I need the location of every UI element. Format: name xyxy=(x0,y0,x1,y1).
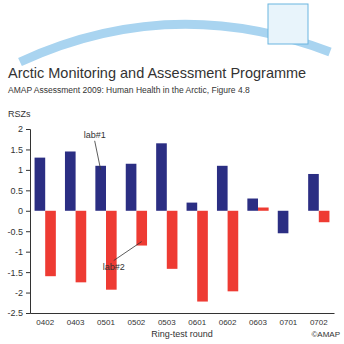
x-tick-label: 0502 xyxy=(128,318,146,327)
y-tick: 0 xyxy=(18,206,30,216)
bar xyxy=(65,151,76,210)
bar xyxy=(95,166,106,211)
y-tick: -1 xyxy=(15,247,30,257)
series-label: lab#1 xyxy=(84,130,106,140)
bar xyxy=(156,143,167,210)
y-tick: 1.5 xyxy=(10,145,30,155)
y-tick-label: 0.5 xyxy=(10,186,23,196)
bar xyxy=(126,164,137,211)
bar xyxy=(319,211,330,222)
x-tick-label: 0602 xyxy=(219,318,237,327)
x-tick: 0503 xyxy=(158,313,176,327)
y-tick-mark xyxy=(26,211,30,212)
x-axis-line xyxy=(31,313,335,314)
bar xyxy=(106,211,117,290)
x-tick-label: 0603 xyxy=(249,318,267,327)
y-tick-label: 1.5 xyxy=(10,145,23,155)
bar xyxy=(217,166,228,211)
bar xyxy=(167,211,178,269)
y-tick-mark xyxy=(26,231,30,232)
x-tick: 0701 xyxy=(280,313,298,327)
y-tick: -0.5 xyxy=(7,227,30,237)
x-tick: 0402 xyxy=(36,313,54,327)
bar xyxy=(76,211,87,283)
bar xyxy=(187,203,198,211)
x-tick-label: 0702 xyxy=(310,318,328,327)
bar xyxy=(35,158,46,211)
bar xyxy=(308,174,319,211)
y-axis: -2.5 -2 -1.5 -1 -0.5 0 0.5 1 1.5 2 xyxy=(7,124,30,318)
logo-box xyxy=(268,4,308,44)
bar xyxy=(278,211,289,233)
x-tick: 0702 xyxy=(310,313,328,327)
y-tick-label: 1 xyxy=(18,165,23,175)
y-tick-mark xyxy=(26,190,30,191)
x-tick-label: 0701 xyxy=(280,318,298,327)
x-tick-label: 0402 xyxy=(36,318,54,327)
y-tick-mark xyxy=(26,252,30,253)
series-label: lab#2 xyxy=(103,262,125,272)
y-tick: 2 xyxy=(18,124,30,134)
y-tick: -1.5 xyxy=(7,267,30,277)
y-tick: 0.5 xyxy=(10,186,30,196)
x-tick-label: 0501 xyxy=(97,318,115,327)
subtitle: AMAP Assessment 2009: Human Health in th… xyxy=(8,85,250,95)
bar xyxy=(258,208,269,211)
bar xyxy=(228,211,239,292)
bar xyxy=(136,211,147,246)
x-tick-label: 0601 xyxy=(188,318,206,327)
callout-line xyxy=(95,141,101,170)
x-tick: 0502 xyxy=(128,313,146,327)
x-tick-label: 0503 xyxy=(158,318,176,327)
y-tick-mark xyxy=(26,129,30,130)
x-tick: 0501 xyxy=(97,313,115,327)
callout-line xyxy=(114,242,142,261)
y-tick-mark xyxy=(26,272,30,273)
y-tick-label: -2.5 xyxy=(7,308,23,318)
title: Arctic Monitoring and Assessment Program… xyxy=(8,65,306,81)
x-tick-label: 0403 xyxy=(67,318,85,327)
y-tick-label: -2 xyxy=(15,288,23,298)
x-tick: 0403 xyxy=(67,313,85,327)
y-axis-line xyxy=(26,130,31,314)
chart: Arctic Monitoring and Assessment Program… xyxy=(0,0,344,344)
x-tick: 0601 xyxy=(188,313,206,327)
bars xyxy=(35,143,330,301)
y-tick: -2 xyxy=(15,288,30,298)
y-tick-label: -0.5 xyxy=(7,227,23,237)
x-tick: 0602 xyxy=(219,313,237,327)
y-tick-label: 2 xyxy=(18,124,23,134)
y-label: RSZs xyxy=(8,109,31,119)
copyright: ©AMAP xyxy=(311,330,340,339)
y-tick-label: -1.5 xyxy=(7,267,23,277)
y-tick-label: -1 xyxy=(15,247,23,257)
y-tick-mark xyxy=(26,170,30,171)
y-tick: 1 xyxy=(18,165,30,175)
x-axis: 0402 0403 0501 0502 0503 0601 0602 0603 0701 0702 xyxy=(31,313,335,327)
y-tick: -2.5 xyxy=(7,308,30,318)
bar xyxy=(247,199,258,211)
x-tick: 0603 xyxy=(249,313,267,327)
y-tick-label: 0 xyxy=(18,206,23,216)
x-label: Ring-test round xyxy=(151,329,213,339)
bar xyxy=(197,211,208,302)
bar xyxy=(45,211,56,276)
y-tick-mark xyxy=(26,313,30,314)
y-tick-mark xyxy=(26,293,30,294)
y-tick-mark xyxy=(26,149,30,150)
